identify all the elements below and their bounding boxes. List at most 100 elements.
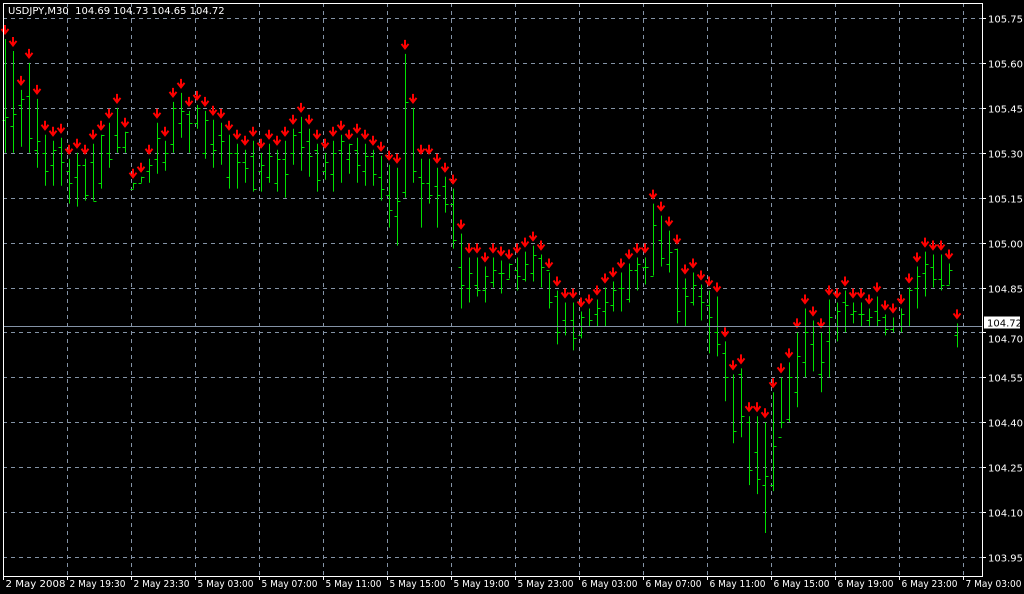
down-arrow-icon bbox=[864, 294, 874, 305]
down-arrow-icon bbox=[72, 138, 82, 149]
y-tick-label: 104.40 bbox=[988, 419, 1023, 430]
down-arrow-icon bbox=[56, 123, 66, 134]
down-arrow-icon bbox=[640, 243, 650, 254]
ohlc-bar bbox=[58, 137, 65, 186]
down-arrow-icon bbox=[320, 138, 330, 149]
ohlc-bar bbox=[746, 416, 753, 486]
down-arrow-icon bbox=[344, 129, 354, 140]
down-arrow-icon bbox=[936, 240, 946, 251]
down-arrow-icon bbox=[896, 294, 906, 305]
ohlc-bar bbox=[218, 122, 225, 165]
down-arrow-icon bbox=[752, 402, 762, 413]
ohlc-bar bbox=[522, 251, 529, 282]
x-tick-label: 2 May 2008 bbox=[6, 579, 66, 590]
ohlc-bar bbox=[690, 272, 697, 306]
down-arrow-icon bbox=[296, 102, 306, 113]
ohlc-bar bbox=[762, 422, 769, 534]
ohlc-bar bbox=[162, 140, 169, 171]
y-tick-label: 104.70 bbox=[988, 335, 1023, 346]
ohlc-bar bbox=[18, 89, 25, 147]
ohlc-bar bbox=[530, 245, 537, 282]
ohlc-bar bbox=[274, 149, 281, 192]
down-arrow-icon bbox=[760, 408, 770, 419]
ohlc-bar bbox=[306, 128, 313, 177]
ohlc-bar bbox=[658, 215, 665, 267]
ohlc-bar bbox=[442, 176, 449, 213]
down-arrow-icon bbox=[920, 237, 930, 248]
down-arrow-icon bbox=[952, 309, 962, 320]
down-arrow-icon bbox=[224, 120, 234, 131]
symbol-label: USDJPY,M30 bbox=[8, 6, 69, 17]
ohlc-bar bbox=[738, 368, 745, 438]
ohlc-bar bbox=[498, 260, 505, 294]
down-arrow-icon bbox=[112, 93, 122, 104]
down-arrow-icon bbox=[728, 360, 738, 371]
down-arrow-icon bbox=[784, 348, 794, 359]
x-tick-label: 6 May 15:00 bbox=[774, 579, 830, 590]
down-arrow-icon bbox=[400, 39, 410, 51]
ohlc-bar bbox=[682, 278, 689, 327]
down-arrow-icon bbox=[624, 249, 634, 260]
down-arrow-icon bbox=[160, 126, 170, 137]
ohlc-bar bbox=[450, 188, 457, 249]
down-arrow-icon bbox=[336, 120, 346, 131]
ohlc-bar bbox=[346, 143, 353, 174]
down-arrow-icon bbox=[0, 24, 10, 36]
down-arrow-icon bbox=[672, 234, 682, 245]
ohlc-bar bbox=[642, 257, 649, 285]
ohlc-bar bbox=[202, 110, 209, 159]
ohlc-bar bbox=[210, 119, 217, 168]
ohlc-bar bbox=[410, 99, 417, 183]
down-arrow-icon bbox=[480, 252, 490, 263]
down-arrow-icon bbox=[248, 126, 258, 137]
down-arrow-icon bbox=[568, 288, 578, 299]
down-arrow-icon bbox=[472, 243, 482, 254]
down-arrow-icon bbox=[792, 318, 802, 329]
ohlc-bar bbox=[106, 122, 113, 168]
down-arrow-icon bbox=[616, 258, 626, 269]
down-arrow-icon bbox=[40, 120, 50, 131]
ohlc-bar bbox=[922, 251, 929, 297]
ohlc-bar bbox=[474, 257, 481, 297]
ohlc-bar bbox=[626, 263, 633, 303]
ohlc-bar bbox=[482, 266, 489, 303]
y-tick-label: 105.15 bbox=[988, 195, 1023, 206]
ohlc-bar bbox=[634, 257, 641, 291]
down-arrow-icon bbox=[200, 96, 210, 107]
ohlc-bar bbox=[770, 392, 777, 492]
x-tick-label: 6 May 07:00 bbox=[646, 579, 702, 590]
down-arrow-icon bbox=[32, 84, 42, 95]
down-arrow-icon bbox=[840, 276, 850, 287]
down-arrow-icon bbox=[328, 126, 338, 137]
down-arrow-icon bbox=[656, 201, 666, 212]
down-arrow-icon bbox=[48, 126, 58, 137]
ohlc-bar bbox=[674, 248, 681, 324]
down-arrow-icon bbox=[776, 363, 786, 374]
ohlc-bar bbox=[186, 110, 193, 153]
down-arrow-icon bbox=[832, 288, 842, 299]
down-arrow-icon bbox=[88, 129, 98, 140]
ohlc-bar bbox=[178, 92, 185, 138]
down-arrow-icon bbox=[504, 249, 514, 260]
ohlc-bar bbox=[394, 167, 401, 246]
ohlc-bar bbox=[130, 182, 137, 190]
down-arrow-icon bbox=[704, 276, 714, 287]
y-tick-label: 104.25 bbox=[988, 464, 1023, 475]
ohlc-bar bbox=[194, 104, 201, 129]
ohlc-bar bbox=[250, 140, 257, 192]
ohlc-bar bbox=[426, 158, 433, 204]
down-arrow-icon bbox=[368, 135, 378, 146]
x-tick-label: 5 May 07:00 bbox=[262, 579, 318, 590]
ohlc-bar bbox=[146, 158, 153, 183]
x-tick-label: 2 May 19:30 bbox=[70, 579, 126, 590]
down-arrow-icon bbox=[304, 114, 314, 125]
down-arrow-icon bbox=[288, 114, 298, 125]
x-tick-label: 5 May 03:00 bbox=[198, 579, 254, 590]
ohlc-bar bbox=[354, 137, 361, 183]
down-arrow-icon bbox=[352, 123, 362, 134]
down-arrow-icon bbox=[664, 216, 674, 227]
ohlc-bar bbox=[362, 143, 369, 186]
down-arrow-icon bbox=[360, 129, 370, 140]
down-arrow-icon bbox=[280, 126, 290, 137]
